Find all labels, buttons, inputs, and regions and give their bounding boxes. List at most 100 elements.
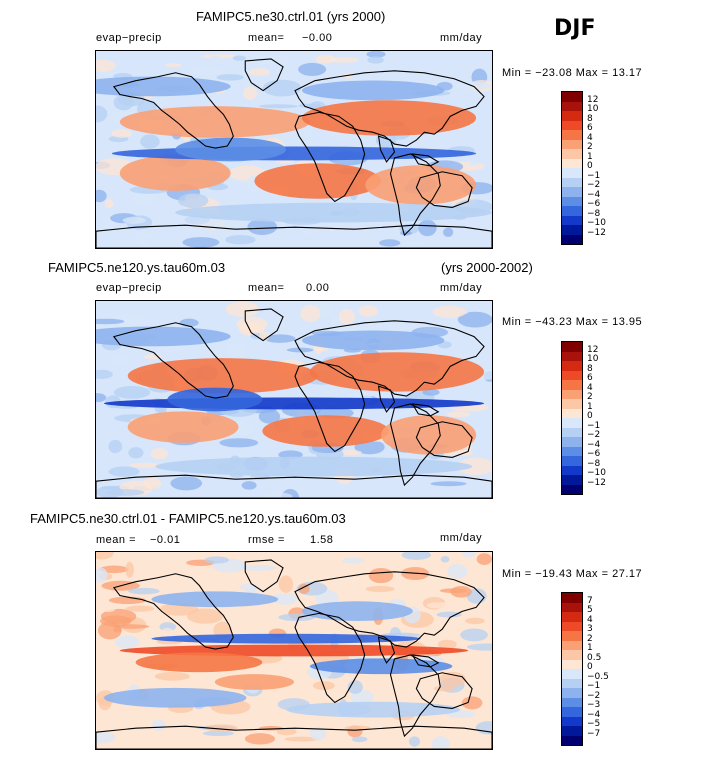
- field-speckle: [276, 728, 297, 736]
- coastline: [377, 636, 396, 664]
- colorbar-segment: [562, 602, 582, 612]
- field-speckle: [112, 624, 150, 629]
- colorbar-segment: [562, 659, 582, 669]
- field-speckle: [259, 331, 270, 341]
- coastline: [377, 385, 396, 413]
- colorbar-segment: [562, 111, 582, 121]
- colorbar-segment: [562, 215, 582, 225]
- field-speckle: [367, 56, 384, 64]
- panel2-mean-value: 0.00: [306, 282, 330, 294]
- colorbar-tick-label: −2: [587, 180, 601, 190]
- colorbar-segment: [562, 361, 582, 371]
- colorbar-tick-label: 4: [587, 614, 593, 625]
- field-speckle: [170, 476, 203, 491]
- field-region: [119, 155, 231, 191]
- field-speckle: [465, 617, 485, 625]
- panel2-variable: evap−precip: [96, 282, 162, 294]
- field-speckle: [439, 671, 467, 687]
- colorbar-segment: [562, 408, 582, 418]
- field-speckle: [244, 733, 276, 745]
- field-region: [119, 106, 310, 138]
- colorbar-segment: [562, 101, 582, 111]
- field-speckle: [379, 239, 401, 247]
- field-speckle: [284, 736, 320, 742]
- colorbar-segment: [562, 196, 582, 206]
- colorbar-segment: [562, 370, 582, 380]
- colorbar-segment: [562, 688, 582, 698]
- field-speckle: [298, 62, 327, 76]
- field-region: [151, 633, 421, 644]
- field-speckle: [150, 448, 169, 460]
- field-speckle: [96, 567, 108, 583]
- field-speckle: [248, 68, 271, 76]
- colorbar-segment: [562, 716, 582, 726]
- field-speckle: [431, 736, 450, 749]
- colorbar-tick-label: −8: [587, 208, 601, 219]
- colorbar-segment: [562, 158, 582, 168]
- field-region: [103, 397, 485, 410]
- field-speckle: [128, 587, 160, 595]
- colorbar-segment: [562, 177, 582, 187]
- field-speckle: [401, 240, 425, 248]
- colorbar-segment: [562, 92, 582, 102]
- field-speckle: [443, 227, 454, 238]
- field-speckle: [219, 438, 259, 448]
- season-label: DJF: [554, 16, 596, 41]
- field-speckle: [232, 55, 246, 61]
- field-speckle: [466, 643, 492, 651]
- field-speckle: [122, 217, 146, 224]
- colorbar-tick-label: −1: [587, 420, 601, 431]
- field-speckle: [108, 439, 123, 454]
- coastline: [415, 171, 473, 208]
- coastline: [244, 559, 284, 593]
- field-speckle: [111, 354, 132, 367]
- panel2-map: [95, 300, 493, 499]
- colorbar-tick-label: 0.5: [587, 652, 602, 663]
- colorbar-tick-label: −8: [587, 458, 601, 469]
- panel1-map: [95, 50, 493, 249]
- field-speckle: [115, 635, 140, 649]
- map-field: [96, 301, 492, 498]
- panel2-minmax: Min = −43.23 Max = 13.95: [502, 316, 643, 328]
- colorbar-segment: [562, 120, 582, 130]
- field-speckle: [243, 86, 258, 101]
- field-speckle: [401, 552, 432, 560]
- field-speckle: [468, 160, 479, 166]
- field-region: [175, 202, 492, 223]
- field-speckle: [430, 481, 467, 487]
- colorbar-segment: [562, 187, 582, 197]
- coastline: [389, 654, 441, 738]
- panel2-title: FAMIPC5.ne120.ys.tau60m.03: [48, 260, 226, 275]
- coastline: [96, 224, 492, 248]
- panel3-title: FAMIPC5.ne30.ctrl.01 - FAMIPC5.ne120.ys.…: [30, 511, 346, 526]
- panel1-minmax: Min = −23.08 Max = 13.17: [502, 67, 643, 79]
- field-speckle: [151, 719, 166, 731]
- colorbar-segment: [562, 234, 582, 244]
- field-region: [301, 100, 477, 136]
- field-speckle: [251, 54, 290, 65]
- field-speckle: [437, 639, 457, 650]
- colorbar-tick-label: −2: [587, 430, 601, 440]
- colorbar-tick-label: 10: [587, 354, 599, 364]
- field-speckle: [204, 556, 230, 564]
- colorbar-tick-label: 6: [587, 373, 593, 383]
- field-speckle: [262, 79, 302, 97]
- coastline: [377, 135, 396, 163]
- colorbar-tick-label: −0.5: [587, 671, 609, 682]
- panel3-units: mm/day: [440, 532, 483, 544]
- colorbar-tick-label: 2: [587, 392, 593, 402]
- field-speckle: [329, 57, 359, 63]
- coastline: [415, 421, 473, 458]
- colorbar-tick-label: −6: [587, 449, 601, 459]
- colorbar-tick-label: −6: [587, 199, 601, 209]
- colorbar-segment: [562, 351, 582, 361]
- field-speckle: [216, 74, 244, 81]
- colorbar-tick-label: −4: [587, 189, 601, 200]
- field-speckle: [432, 305, 467, 319]
- field-region: [155, 456, 473, 477]
- colorbar-segment: [562, 669, 582, 679]
- field-speckle: [96, 369, 113, 380]
- field-region: [127, 411, 239, 443]
- panel3-minmax: Min = −19.43 Max = 27.17: [502, 568, 643, 580]
- field-region: [262, 415, 390, 447]
